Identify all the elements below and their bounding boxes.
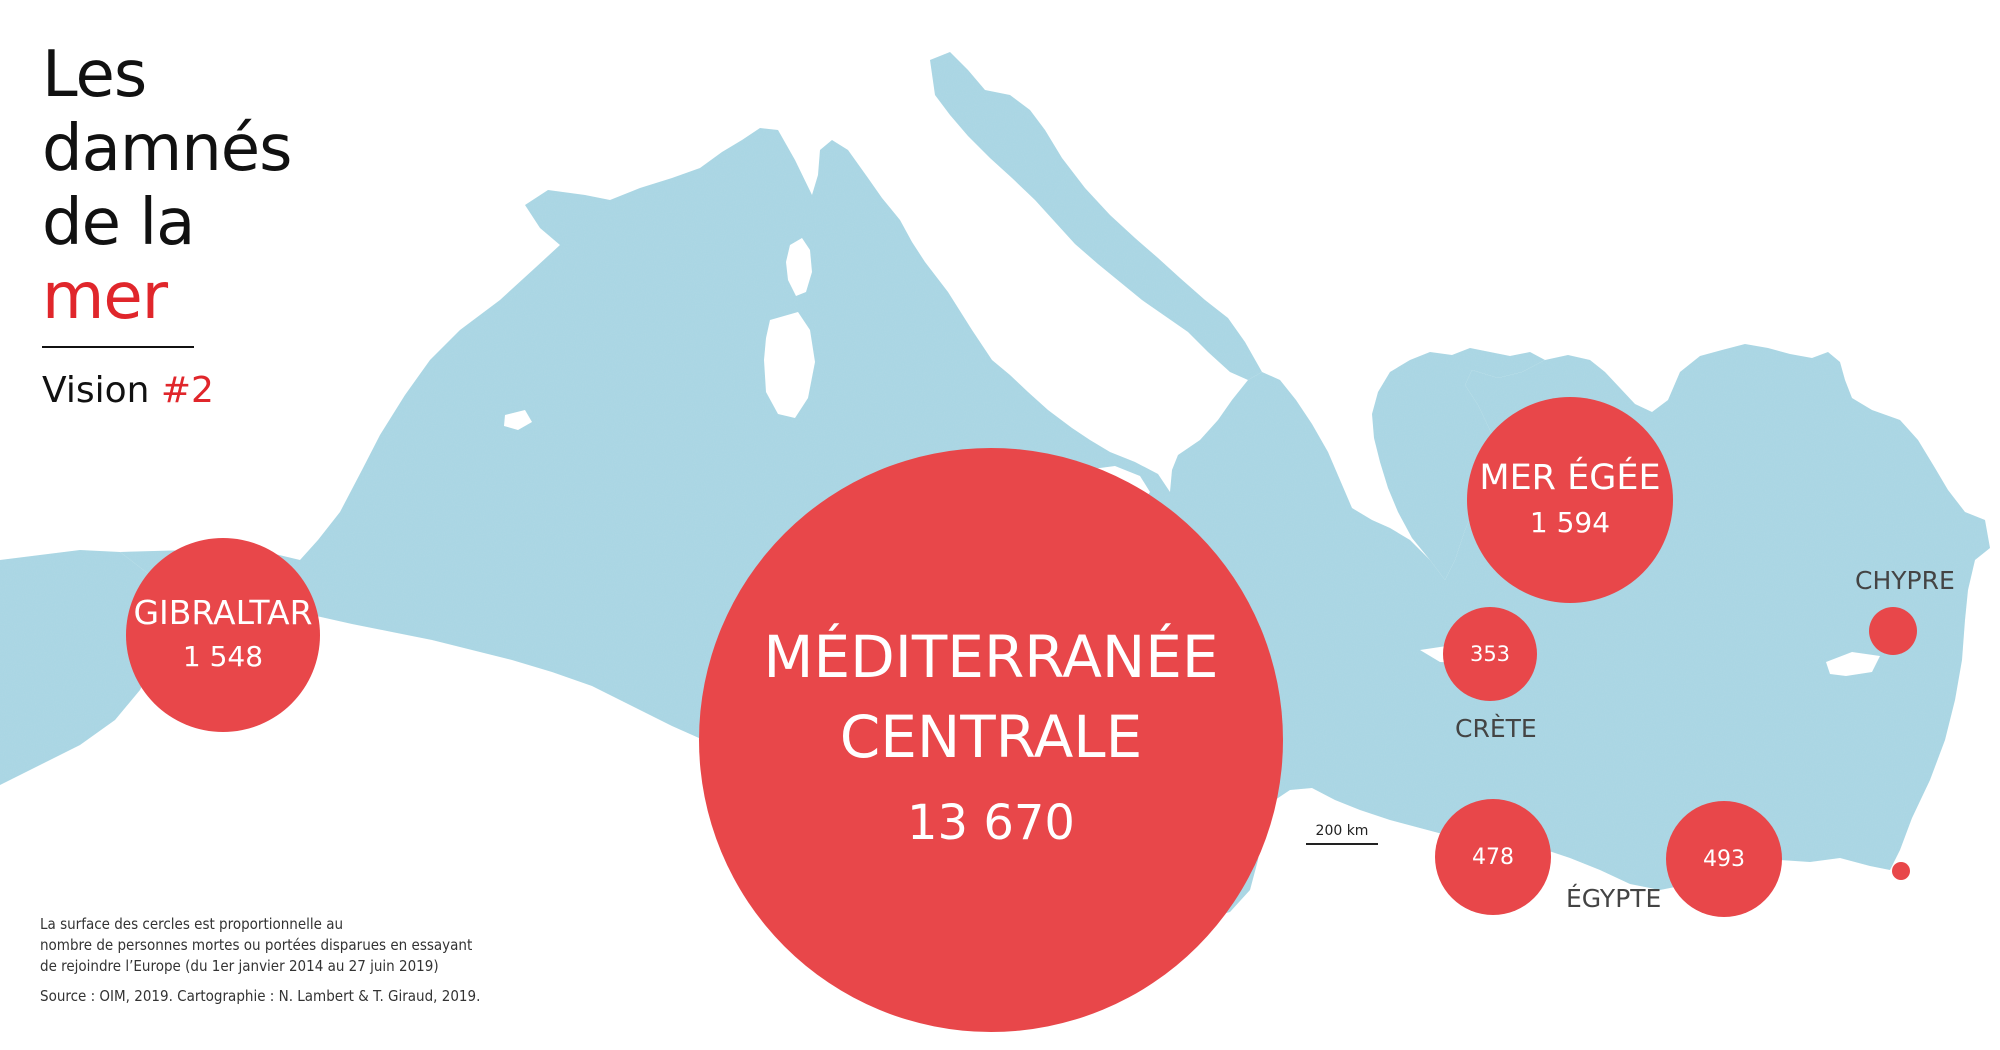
- bubble-value-crete: 353: [1469, 642, 1511, 666]
- bubble-gibraltar: GIBRALTAR 1 548: [126, 538, 320, 732]
- note-line-1: La surface des cercles est proportionnel…: [40, 915, 344, 933]
- scale-bar-line: [1306, 843, 1378, 845]
- bubble-mer-egee: MER ÉGÉE 1 594: [1467, 397, 1673, 603]
- balearic-island: [504, 410, 532, 430]
- place-label-crete: CRÈTE: [1455, 714, 1537, 743]
- methodology-note: La surface des cercles est proportionnel…: [40, 914, 560, 1007]
- subtitle-prefix: Vision: [42, 370, 161, 411]
- bubble-egypte-west: 478: [1435, 799, 1551, 915]
- title-line-2: damnés: [42, 112, 292, 186]
- note-line-3: de rejoindre l’Europe (du 1er janvier 20…: [40, 957, 439, 975]
- note-line-2: nombre de personnes mortes ou portées di…: [40, 936, 473, 954]
- bubble-value-mer-egee: 1 594: [1529, 506, 1611, 539]
- bubble-crete: 353: [1443, 607, 1537, 701]
- bubble-label-gibraltar: GIBRALTAR: [133, 593, 313, 632]
- source-credit: Source : OIM, 2019. Cartographie : N. La…: [40, 987, 481, 1005]
- title-line-1: Les: [42, 38, 147, 112]
- scale-bar: 200 km: [1306, 823, 1378, 845]
- place-label-egypte: ÉGYPTE: [1566, 884, 1662, 913]
- scale-bar-label: 200 km: [1315, 823, 1369, 839]
- title-line-4: mer: [42, 260, 168, 334]
- adriatic-sea: [930, 52, 1262, 380]
- bubble-levant-small: [1892, 862, 1910, 880]
- bubble-chypre: [1869, 607, 1917, 655]
- bubble-value-egypte-east: 493: [1703, 846, 1745, 872]
- bubble-egypte-east: 493: [1666, 801, 1782, 917]
- aegean-sea: [1372, 348, 1545, 580]
- bubble-label-mer-egee: MER ÉGÉE: [1479, 458, 1661, 498]
- place-label-chypre: CHYPRE: [1855, 566, 1955, 595]
- bubble-label-mediterranee-centrale-2: CENTRALE: [839, 703, 1143, 771]
- subtitle: Vision #2: [42, 370, 302, 411]
- atlantic-sea: [0, 550, 165, 785]
- title-block: Les damnés de la mer Vision #2: [42, 38, 302, 411]
- title-divider: [42, 346, 194, 348]
- bubble-value-gibraltar: 1 548: [182, 640, 264, 673]
- bubble-mediterranee-centrale: MÉDITERRANÉE CENTRALE 13 670: [699, 448, 1283, 1032]
- bubble-value-egypte-west: 478: [1472, 844, 1514, 870]
- title-line-3: de la: [42, 186, 195, 260]
- subtitle-accent: #2: [160, 370, 214, 411]
- sardinia-island: [764, 312, 815, 418]
- cyprus-island: [1826, 652, 1880, 676]
- corsica-island: [786, 238, 812, 296]
- bubble-label-mediterranee-centrale-1: MÉDITERRANÉE: [763, 623, 1219, 691]
- bubble-value-mediterranee-centrale: 13 670: [907, 795, 1075, 851]
